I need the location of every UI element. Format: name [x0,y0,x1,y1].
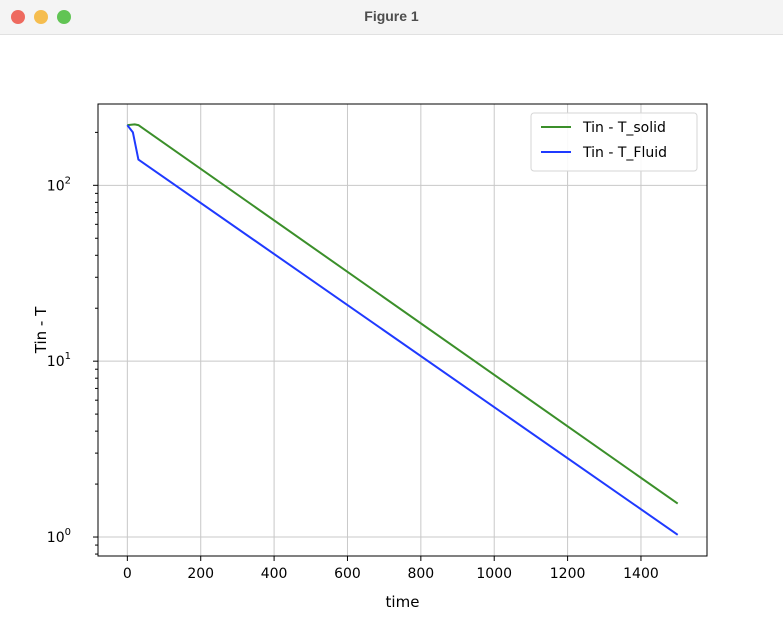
series-lines [126,123,679,536]
x-tick-label: 800 [407,566,434,582]
x-tick-label: 1000 [476,566,512,582]
legend-label: Tin - T_Fluid [582,145,667,161]
line-chart: 0 200 400 600 800 1000 1200 1400 100 101 102 time… [32,103,708,611]
x-tick-label: 200 [187,566,214,582]
series-line-tin-t-solid [127,123,679,505]
y-tick-label: 100 [47,527,71,546]
minimize-button[interactable] [34,10,48,24]
y-axis-label: Tin - T [32,306,50,354]
x-tick-label: 1200 [550,566,586,582]
y-axis-ticks: 100 101 102 [47,175,98,546]
legend-label: Tin - T_solid [582,120,666,136]
x-axis-label: time [386,593,420,611]
series-line-tin-t-fluid [126,124,679,536]
x-tick-label: 0 [123,566,132,582]
legend-box [530,112,698,172]
x-tick-label: 400 [261,566,288,582]
grid [98,104,707,556]
x-tick-label: 600 [334,566,361,582]
y-tick-label: 102 [47,175,71,194]
plot-frame [97,103,708,557]
close-button[interactable] [11,10,25,24]
title-bar: Figure 1 [0,0,783,35]
zoom-button[interactable] [57,10,71,24]
y-tick-label: 101 [47,351,71,370]
window-title: Figure 1 [364,8,419,24]
figure-canvas: 0 200 400 600 800 1000 1200 1400 100 101 102 time… [0,35,783,620]
legend: Tin - T_solid Tin - T_Fluid [530,112,698,172]
x-tick-label: 1400 [623,566,659,582]
x-axis-ticks: 0 200 400 600 800 1000 1200 1400 [123,556,659,582]
